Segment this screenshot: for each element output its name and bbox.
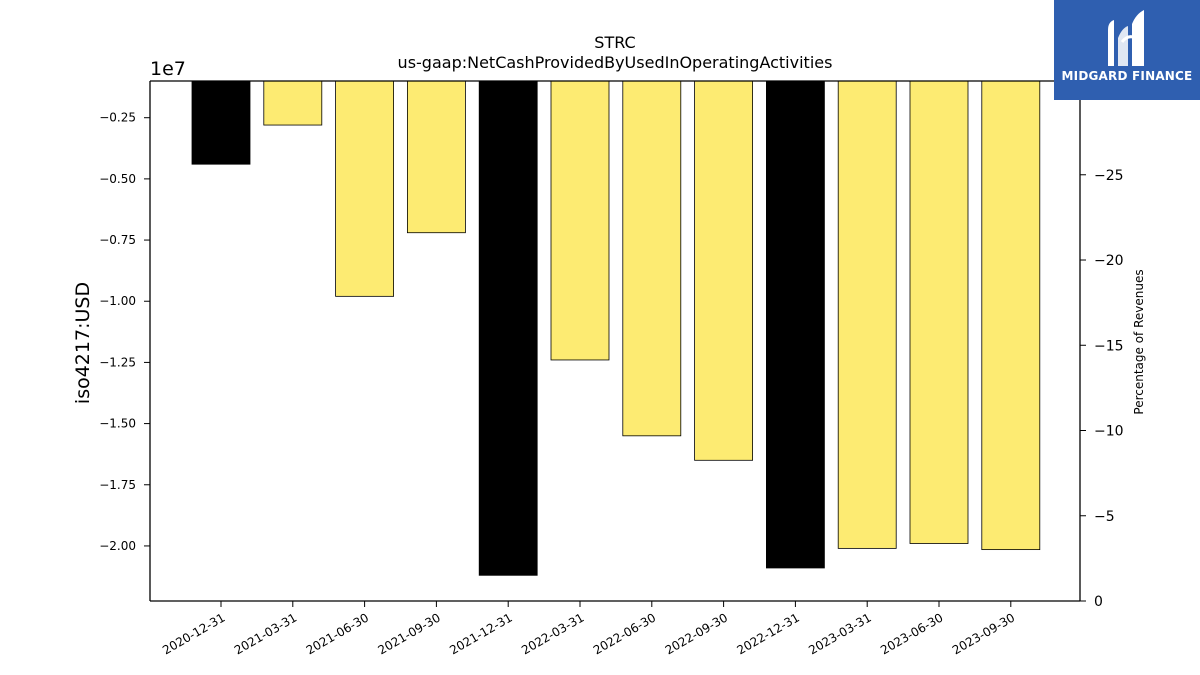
x-ticks-group: 2020-12-31 2021-03-31 2021-06-30 2021-09-30… — [160, 601, 1017, 657]
x-tick-label: 2021-09-30 — [375, 610, 442, 657]
bar-2023-06-30 — [909, 80, 969, 544]
y2-tick-label: −25 — [1094, 168, 1124, 184]
bars-group — [191, 80, 1041, 576]
bar-2023-09-30 — [981, 80, 1041, 551]
chart-subtitle: us-gaap:NetCashProvidedByUsedInOperating… — [398, 53, 833, 72]
y-tick-label: −0.75 — [99, 233, 136, 247]
bar-2021-03-31 — [263, 80, 323, 126]
x-tick-label: 2022-09-30 — [663, 610, 730, 657]
bar-2021-12-31 — [478, 80, 538, 576]
bar-2022-03-31 — [550, 80, 610, 361]
y2-ticks-group: 0 −5 −10 −15 −20 −25 — [1080, 168, 1124, 610]
y2-tick-label: −15 — [1094, 338, 1124, 354]
logo-text: MIDGARD FINANCE — [1061, 69, 1193, 83]
x-tick-label: 2023-09-30 — [950, 610, 1017, 657]
bar-2022-12-31 — [766, 80, 825, 569]
bar-2020-12-31 — [191, 80, 251, 165]
y-tick-label: −2.00 — [99, 539, 136, 553]
y-tick-label: −1.50 — [99, 417, 136, 431]
y-tick-label: −0.25 — [99, 111, 136, 125]
x-tick-label: 2021-12-31 — [447, 610, 514, 657]
y2-tick-label: −5 — [1094, 509, 1115, 525]
x-tick-label: 2020-12-31 — [160, 610, 227, 657]
x-tick-label: 2023-06-30 — [878, 610, 945, 657]
bar-2022-09-30 — [694, 80, 753, 461]
logo-badge: MIDGARD FINANCE — [1054, 0, 1200, 100]
y-ticks-group: −2.00 −1.75 −1.50 −1.25 −1.00 −0.75 −0.50 −0.25 — [99, 111, 150, 553]
x-tick-label: 2022-03-31 — [519, 610, 586, 657]
y-offset-label: 1e7 — [150, 58, 186, 80]
y-tick-label: −1.00 — [99, 294, 136, 308]
x-tick-label: 2023-03-31 — [806, 610, 873, 657]
x-tick-label: 2021-03-31 — [232, 610, 299, 657]
bar-2021-06-30 — [335, 80, 395, 297]
y2-tick-label: −10 — [1094, 424, 1124, 440]
chart-title: STRC — [594, 33, 635, 52]
y2-axis-label: Percentage of Revenues — [1132, 269, 1146, 414]
bar-2022-06-30 — [622, 80, 682, 437]
y-tick-label: −1.25 — [99, 355, 136, 369]
x-tick-label: 2021-06-30 — [304, 610, 371, 657]
y-axis-label: iso4217:USD — [72, 282, 94, 404]
x-tick-label: 2022-12-31 — [734, 610, 801, 657]
y2-tick-label: 0 — [1094, 594, 1103, 610]
y2-tick-label: −20 — [1094, 253, 1124, 269]
bar-2023-03-31 — [837, 80, 897, 549]
x-tick-label: 2022-06-30 — [591, 610, 658, 657]
bar-2021-09-30 — [406, 80, 466, 234]
midgard-logo-icon — [1108, 10, 1144, 66]
y-tick-label: −0.50 — [99, 172, 136, 186]
y-tick-label: −1.75 — [99, 478, 136, 492]
